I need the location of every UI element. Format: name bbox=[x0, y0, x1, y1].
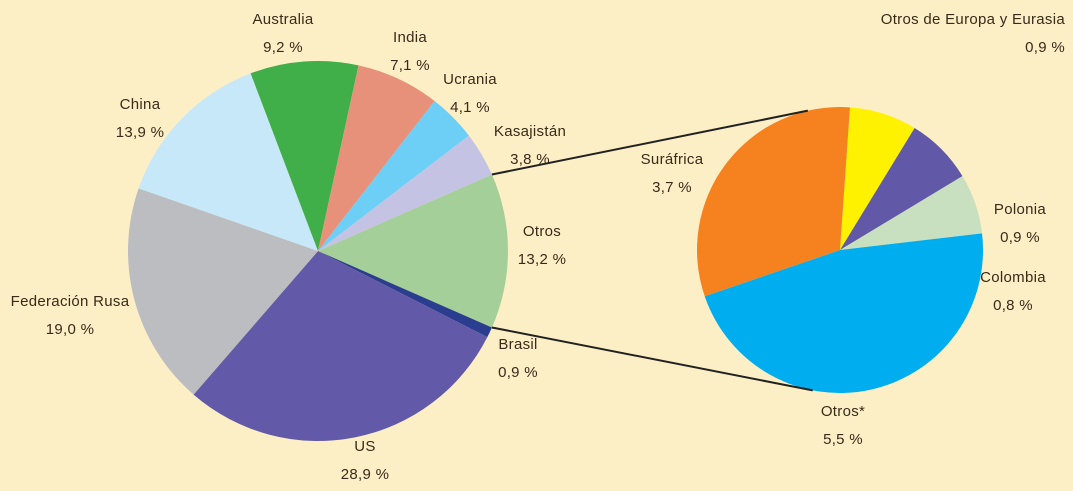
pie-slice bbox=[840, 107, 915, 250]
slice-value-label: 7,1 % bbox=[390, 57, 430, 74]
slice-label: India bbox=[393, 29, 427, 46]
slice-label: Otros* bbox=[821, 403, 865, 420]
slice-label: Polonia bbox=[994, 201, 1046, 218]
slice-value-label: 19,0 % bbox=[46, 321, 95, 338]
slice-label: China bbox=[120, 96, 161, 113]
pie-slice bbox=[697, 106, 850, 297]
pie-slice bbox=[138, 73, 318, 251]
slice-label: Otros bbox=[523, 223, 561, 240]
pie-slice bbox=[250, 61, 359, 252]
pie-slice bbox=[840, 176, 983, 250]
slice-label: Kasajistán bbox=[494, 123, 566, 140]
slice-value-label: 0,9 % bbox=[498, 364, 538, 381]
slice-value-label: 5,5 % bbox=[823, 431, 863, 448]
pie-slice bbox=[193, 251, 488, 442]
slice-label: Federación Rusa bbox=[11, 293, 130, 310]
pie-slice bbox=[318, 65, 435, 251]
connector-line bbox=[491, 326, 813, 392]
slice-value-label: 0,9 % bbox=[1025, 39, 1065, 56]
slice-value-label: 13,9 % bbox=[116, 124, 165, 141]
slice-label: Otros de Europa y Eurasia bbox=[881, 11, 1066, 28]
slice-label: Brasil bbox=[498, 336, 537, 353]
slice-label: Colombia bbox=[980, 269, 1046, 286]
slice-label: Ucrania bbox=[443, 71, 497, 88]
connector-line bbox=[491, 109, 809, 176]
slice-value-label: 4,1 % bbox=[450, 99, 490, 116]
slice-value-label: 3,8 % bbox=[510, 151, 550, 168]
slice-label: Suráfrica bbox=[641, 151, 704, 168]
slice-value-label: 0,9 % bbox=[1000, 229, 1040, 246]
slice-label: US bbox=[354, 438, 375, 455]
pie-slice bbox=[318, 100, 469, 252]
slice-value-label: 13,2 % bbox=[518, 251, 567, 268]
slice-value-label: 28,9 % bbox=[341, 466, 390, 483]
pie-slice bbox=[840, 128, 963, 250]
pie-slice bbox=[318, 135, 492, 251]
pie-slice bbox=[128, 188, 318, 395]
slice-value-label: 3,7 % bbox=[652, 179, 692, 196]
slice-value-label: 0,8 % bbox=[993, 297, 1033, 314]
slice-value-label: 9,2 % bbox=[263, 39, 303, 56]
slice-label: Australia bbox=[252, 11, 313, 28]
pie-slice bbox=[318, 174, 508, 328]
pie-slice bbox=[704, 233, 983, 393]
pie-slice bbox=[318, 251, 492, 338]
